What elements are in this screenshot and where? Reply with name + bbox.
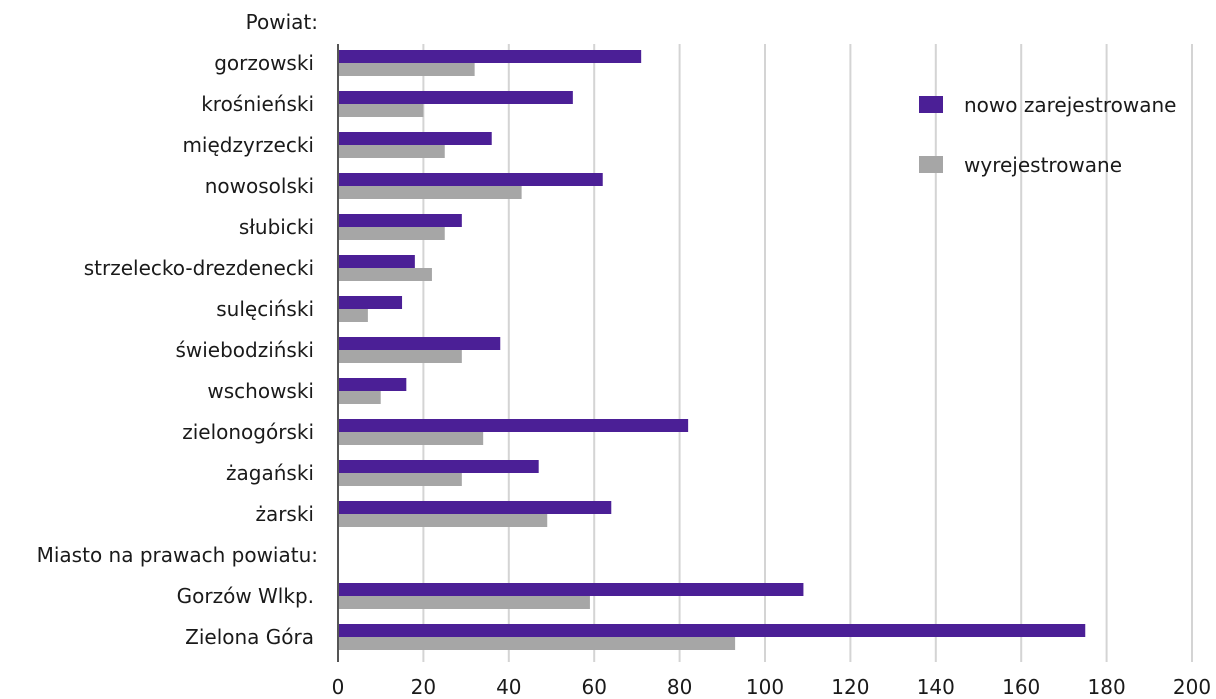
bar-nowo-zarejestrowane-zielona-gora [338, 624, 1086, 637]
category-label: nowosolski [205, 174, 314, 198]
bar-nowo-zarejestrowane-gorzow-wlkp [338, 583, 804, 596]
bar-wyrejestrowane-gorzow-wlkp [338, 596, 590, 609]
bar-wyrejestrowane-nowosolski [338, 186, 522, 199]
bar-nowo-zarejestrowane-krosnienski [338, 91, 573, 104]
category-label: żagański [226, 461, 314, 485]
category-label: słubicki [239, 215, 314, 239]
category-label: międzyrzecki [182, 133, 314, 157]
bar-nowo-zarejestrowane-slubicki [338, 214, 462, 227]
x-tick-label: 40 [496, 675, 521, 699]
bar-wyrejestrowane-zarski [338, 514, 548, 527]
x-tick-label: 80 [667, 675, 692, 699]
bar-wyrejestrowane-gorzowski [338, 63, 475, 76]
bar-nowo-zarejestrowane-sulecinski [338, 296, 403, 309]
category-label: sulęciński [216, 297, 314, 321]
category-labels: Powiat: gorzowski krośnieński międzyrzecki n… [37, 10, 318, 649]
category-label: wschowski [207, 379, 314, 403]
bar-nowo-zarejestrowane-zaganski [338, 460, 539, 473]
bar-wyrejestrowane-wschowski [338, 391, 381, 404]
bar-wyrejestrowane-slubicki [338, 227, 445, 240]
x-tick-labels: 0 20 40 60 80 100 120 140 160 180 200 [332, 675, 1211, 699]
legend-label-nowo-zarejestrowane: nowo zarejestrowane [964, 93, 1176, 117]
bar-wyrejestrowane-zaganski [338, 473, 462, 486]
category-label: świebodziński [175, 338, 314, 362]
bar-nowo-zarejestrowane-miedzyrzecki [338, 132, 492, 145]
x-tick-label: 140 [917, 675, 955, 699]
bar-nowo-zarejestrowane-gorzowski [338, 50, 642, 63]
bar-nowo-zarejestrowane-zielonogorski [338, 419, 689, 432]
category-label: krośnieński [201, 92, 314, 116]
bar-wyrejestrowane-miedzyrzecki [338, 145, 445, 158]
bar-nowo-zarejestrowane-zarski [338, 501, 612, 514]
x-tick-label: 20 [411, 675, 436, 699]
x-tick-label: 120 [831, 675, 869, 699]
group-header-label: Miasto na prawach powiatu: [37, 543, 318, 567]
category-label: Zielona Góra [185, 625, 314, 649]
bar-wyrejestrowane-krosnienski [338, 104, 424, 117]
bars [338, 50, 1086, 650]
category-label: Gorzów Wlkp. [177, 584, 314, 608]
x-tick-label: 200 [1173, 675, 1211, 699]
bar-nowo-zarejestrowane-wschowski [338, 378, 407, 391]
x-tick-label: 160 [1002, 675, 1040, 699]
x-tick-label: 180 [1088, 675, 1126, 699]
group-header-label: Powiat: [246, 10, 318, 34]
x-tick-label: 0 [332, 675, 345, 699]
category-label: strzelecko-drezdenecki [84, 256, 314, 280]
bar-wyrejestrowane-swiebodzinski [338, 350, 462, 363]
legend-swatch-wyrejestrowane [919, 156, 943, 173]
legend-label-wyrejestrowane: wyrejestrowane [964, 153, 1122, 177]
bar-wyrejestrowane-sulecinski [338, 309, 368, 322]
legend-swatch-nowo-zarejestrowane [919, 96, 943, 113]
category-label: gorzowski [214, 51, 314, 75]
legend: nowo zarejestrowane wyrejestrowane [919, 93, 1176, 177]
bar-nowo-zarejestrowane-nowosolski [338, 173, 603, 186]
category-label: zielonogórski [182, 420, 314, 444]
x-tick-label: 60 [581, 675, 606, 699]
x-tick-label: 100 [746, 675, 784, 699]
bar-wyrejestrowane-zielona-gora [338, 637, 736, 650]
bar-nowo-zarejestrowane-swiebodzinski [338, 337, 501, 350]
bar-wyrejestrowane-zielonogorski [338, 432, 484, 445]
gridlines [422, 44, 1193, 662]
category-label: żarski [255, 502, 314, 526]
bar-wyrejestrowane-strzelecko-drezdenecki [338, 268, 432, 281]
bar-nowo-zarejestrowane-strzelecko-drezdenecki [338, 255, 415, 268]
